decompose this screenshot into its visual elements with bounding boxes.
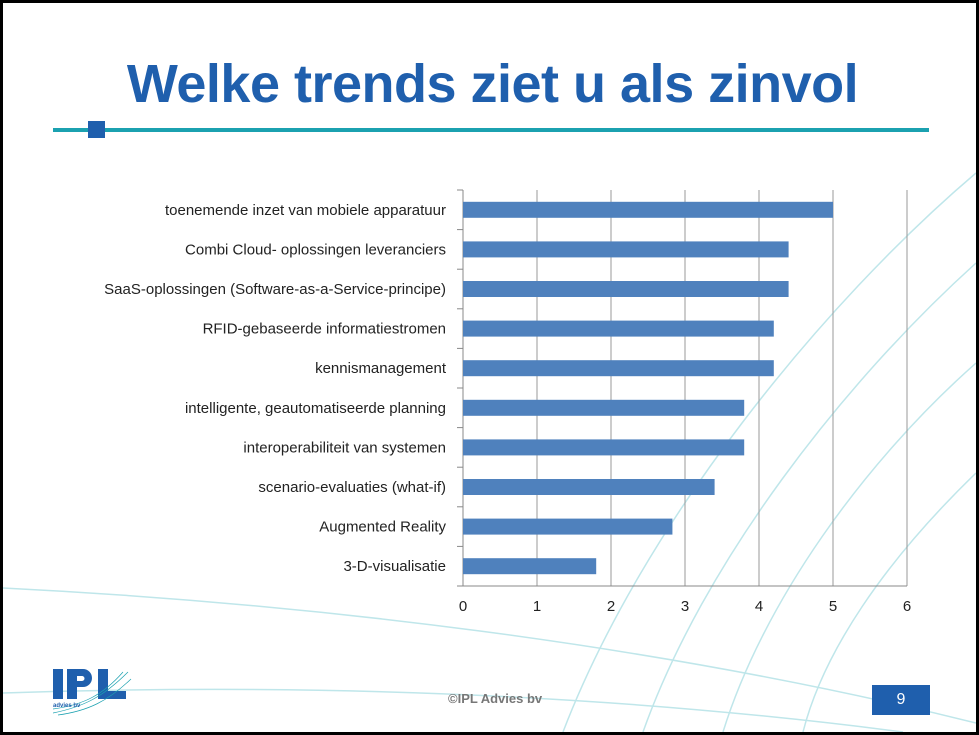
category-label: kennismanagement — [315, 360, 447, 377]
bar — [463, 439, 745, 456]
category-label: scenario-evaluaties (what-if) — [258, 479, 446, 496]
x-tick-label: 1 — [533, 598, 541, 615]
background-curves — [3, 172, 976, 732]
x-tick-label: 4 — [755, 598, 763, 615]
x-tick-label: 5 — [829, 598, 837, 615]
title-underline — [53, 128, 929, 132]
category-label: SaaS-oplossingen (Software-as-a-Service-… — [104, 281, 446, 298]
bar — [463, 360, 774, 377]
category-label: Combi Cloud- oplossingen leveranciers — [185, 241, 446, 258]
footer-copyright: ©IPL Advies bv — [448, 691, 543, 706]
bar — [463, 558, 597, 575]
ipl-logo: advies bv — [53, 669, 132, 716]
slide-title: Welke trends ziet u als zinvol — [126, 54, 859, 114]
bar — [463, 281, 789, 297]
bar-chart: 0 1 2 3 4 5 6 toenemende inzet van mobiele appa… — [104, 189, 911, 615]
category-label: RFID-gebaseerde informatiestromen — [203, 321, 446, 338]
page-number: 9 — [872, 685, 930, 715]
category-label: toenemende inzet van mobiele apparatuur — [165, 202, 446, 219]
x-tick-label: 6 — [903, 598, 911, 615]
bar — [463, 479, 715, 495]
bar — [463, 241, 789, 258]
bar — [463, 399, 745, 416]
title-underline-marker — [88, 121, 105, 138]
category-label: intelligente, geautomatiseerde planning — [185, 400, 446, 417]
svg-text:advies bv: advies bv — [53, 703, 81, 709]
category-label: interoperabiliteit van systemen — [243, 439, 446, 456]
bar — [463, 201, 833, 218]
category-label: 3-D-visualisatie — [343, 558, 446, 575]
category-label: Augmented Reality — [319, 519, 446, 536]
bar — [463, 518, 673, 535]
x-tick-label: 0 — [459, 598, 467, 615]
x-tick-label: 2 — [607, 598, 615, 615]
bar — [463, 320, 774, 337]
slide: Welke trends ziet u als zinvol 0 1 2 3 4 5 6 to… — [3, 3, 976, 732]
x-tick-label: 3 — [681, 598, 689, 615]
